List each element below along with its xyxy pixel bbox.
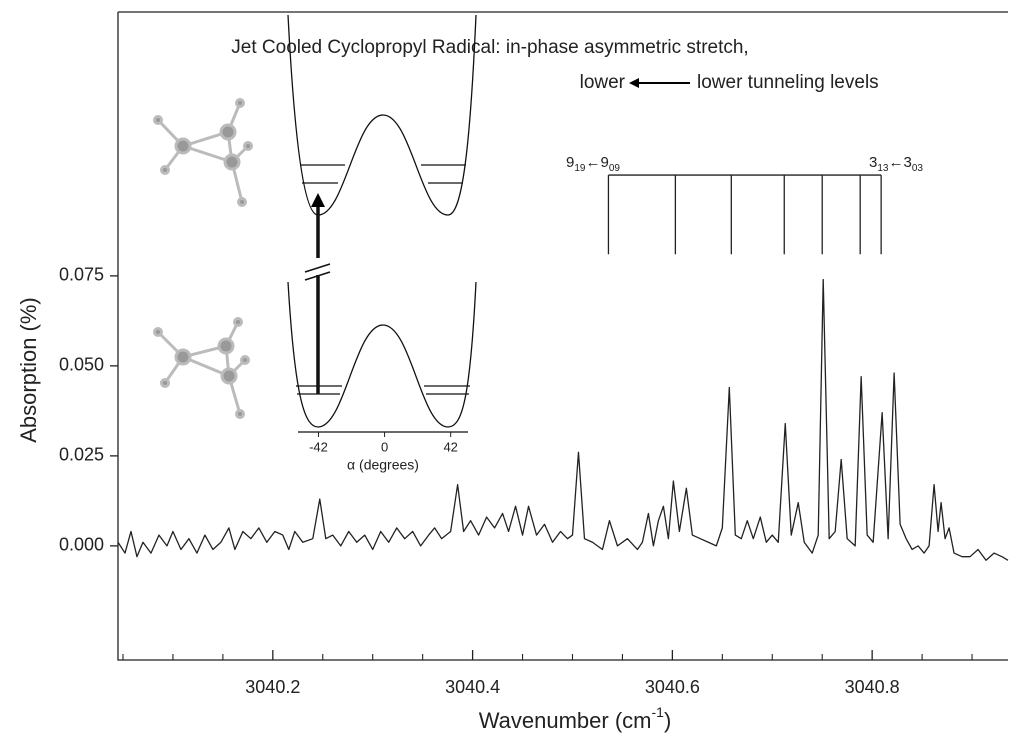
assign-part: ←9 [585, 154, 608, 171]
assign-part: 03 [912, 163, 924, 174]
x-axis-title: Wavenumber (cm-1) [479, 704, 672, 733]
x-tick-label: 3040.4 [445, 677, 500, 697]
assign-part: 13 [877, 163, 889, 174]
assign-part: 3 [869, 154, 877, 171]
y-tick-label: 0.075 [59, 265, 104, 285]
y-axis-title: Absorption (%) [16, 297, 41, 443]
y-tick-label: 0.050 [59, 355, 104, 375]
x-tick-label: 3040.6 [645, 677, 700, 697]
spectrum-line [118, 279, 1008, 560]
y-tick-label: 0.000 [59, 535, 104, 555]
assign-part: 09 [609, 163, 621, 174]
plot-frame [118, 12, 1008, 660]
inset-tick-label: 42 [443, 439, 457, 454]
x-axis-title-main: Wavenumber (cm [479, 708, 652, 733]
subtitle-right: lower tunneling levels [697, 72, 879, 93]
y-tick-label: 0.025 [59, 445, 104, 465]
assignment-right: 313←303 [869, 154, 923, 174]
inset-diagram [288, 15, 476, 432]
x-axis-title-end: ) [664, 708, 671, 733]
assignment-left: 919←909 [566, 154, 620, 174]
x-tick-label: 3040.2 [245, 677, 300, 697]
assign-part: 19 [574, 163, 586, 174]
inset-x-title: α (degrees) [347, 457, 419, 473]
x-tick-label: 3040.8 [845, 677, 900, 697]
subtitle-left: lower [580, 72, 626, 93]
assign-part: ←3 [888, 154, 911, 171]
inset-tick-label: -42 [309, 439, 328, 454]
chart-title: Jet Cooled Cyclopropyl Radical: in-phase… [231, 37, 748, 58]
inset-tick-label: 0 [381, 439, 388, 454]
assign-part: 9 [566, 154, 574, 171]
x-axis-title-sup: -1 [652, 704, 665, 720]
molecule-icons [155, 100, 252, 418]
chart: Jet Cooled Cyclopropyl Radical: in-phase… [0, 0, 1012, 740]
